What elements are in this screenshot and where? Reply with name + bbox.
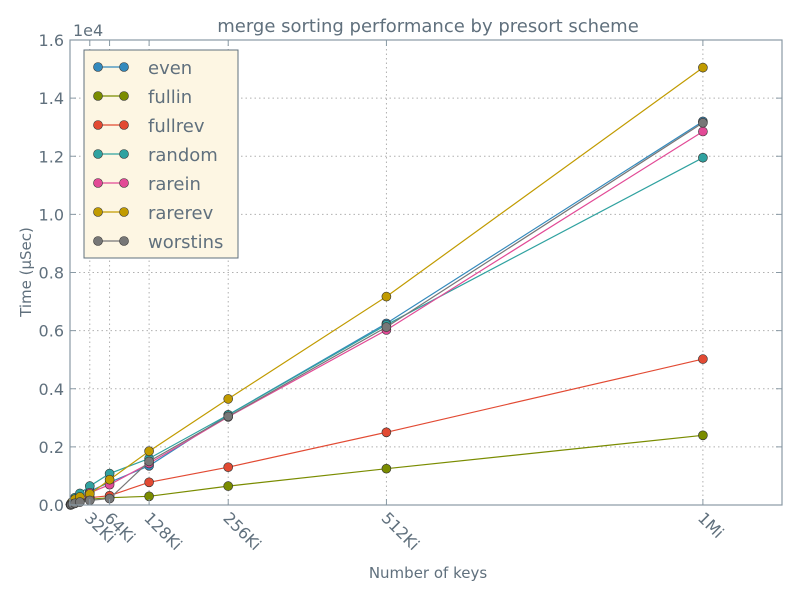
legend-item-rarerev: rarerev	[93, 203, 214, 224]
data-point-rarerev	[144, 446, 154, 457]
data-point-fullin	[223, 481, 233, 491]
data-point-rarerev	[104, 474, 115, 485]
data-point-fullin	[381, 463, 392, 474]
legend-marker	[119, 120, 129, 130]
y-axis-title: Time (μSec)	[17, 227, 35, 318]
data-point-worstins	[698, 118, 708, 128]
legend-label: rarerev	[148, 203, 214, 224]
data-point-rarerev	[381, 291, 392, 302]
x-axis-title: Number of keys	[369, 564, 488, 582]
y-tick-label: 0.2	[39, 438, 64, 457]
legend-label: rarein	[148, 174, 201, 195]
legend-marker	[119, 91, 129, 101]
y-tick-label: 0.4	[39, 380, 64, 399]
legend-item-fullin: fullin	[93, 87, 192, 108]
y-tick-label: 1.2	[39, 147, 64, 166]
y-tick-label: 1.6	[39, 31, 64, 50]
legend-marker	[93, 62, 103, 72]
legend-marker	[93, 207, 103, 217]
legend-marker	[93, 120, 103, 130]
data-point-rarein	[698, 126, 708, 137]
legend-label: fullrev	[148, 116, 205, 137]
x-tick-label: 1Mi	[694, 508, 728, 542]
legend-item-random: random	[93, 145, 218, 166]
data-point-worstins	[75, 497, 85, 507]
legend-label: even	[148, 58, 192, 79]
legend-marker	[119, 178, 129, 188]
data-point-rarerev	[698, 62, 708, 73]
legend: even fullin fullrev random rarein rarerev wors…	[83, 49, 239, 259]
x-tick-label: 128Ki	[140, 508, 186, 554]
legend-marker	[93, 149, 103, 159]
data-point-fullrev	[698, 354, 708, 364]
x-tick-label: 256Ki	[219, 508, 265, 554]
y-tick-label: 0.0	[39, 496, 64, 515]
legend-label: worstins	[148, 232, 223, 253]
legend-item-worstins: worstins	[93, 232, 223, 253]
y-axis-offset-label: 1e4	[73, 21, 103, 40]
legend-label: fullin	[148, 87, 192, 108]
legend-item-fullrev: fullrev	[93, 116, 205, 137]
legend-marker	[119, 149, 129, 159]
legend-marker	[119, 236, 129, 246]
data-point-fullrev	[223, 462, 233, 473]
data-point-fullin	[698, 430, 708, 441]
data-point-rarerev	[223, 394, 233, 404]
data-point-fullrev	[144, 477, 154, 488]
data-point-random	[698, 152, 708, 163]
legend-marker	[93, 178, 103, 188]
y-tick-label: 0.8	[39, 264, 64, 283]
legend-marker	[93, 91, 103, 101]
x-tick-label: 512Ki	[378, 508, 424, 554]
y-tick-label: 0.6	[39, 322, 64, 341]
data-point-worstins	[381, 322, 392, 332]
legend-marker	[119, 207, 129, 217]
chart-title: merge sorting performance by presort sch…	[217, 16, 639, 37]
data-point-worstins	[144, 456, 154, 467]
y-tick-label: 1.4	[39, 89, 64, 108]
legend-item-rarein: rarein	[93, 174, 201, 195]
data-point-fullrev	[381, 427, 392, 438]
y-tick-label: 1.0	[39, 205, 64, 224]
legend-label: random	[148, 145, 218, 166]
data-point-worstins	[223, 411, 233, 422]
legend-marker	[93, 236, 103, 246]
legend-marker	[119, 62, 129, 72]
legend-item-even: even	[93, 58, 192, 79]
